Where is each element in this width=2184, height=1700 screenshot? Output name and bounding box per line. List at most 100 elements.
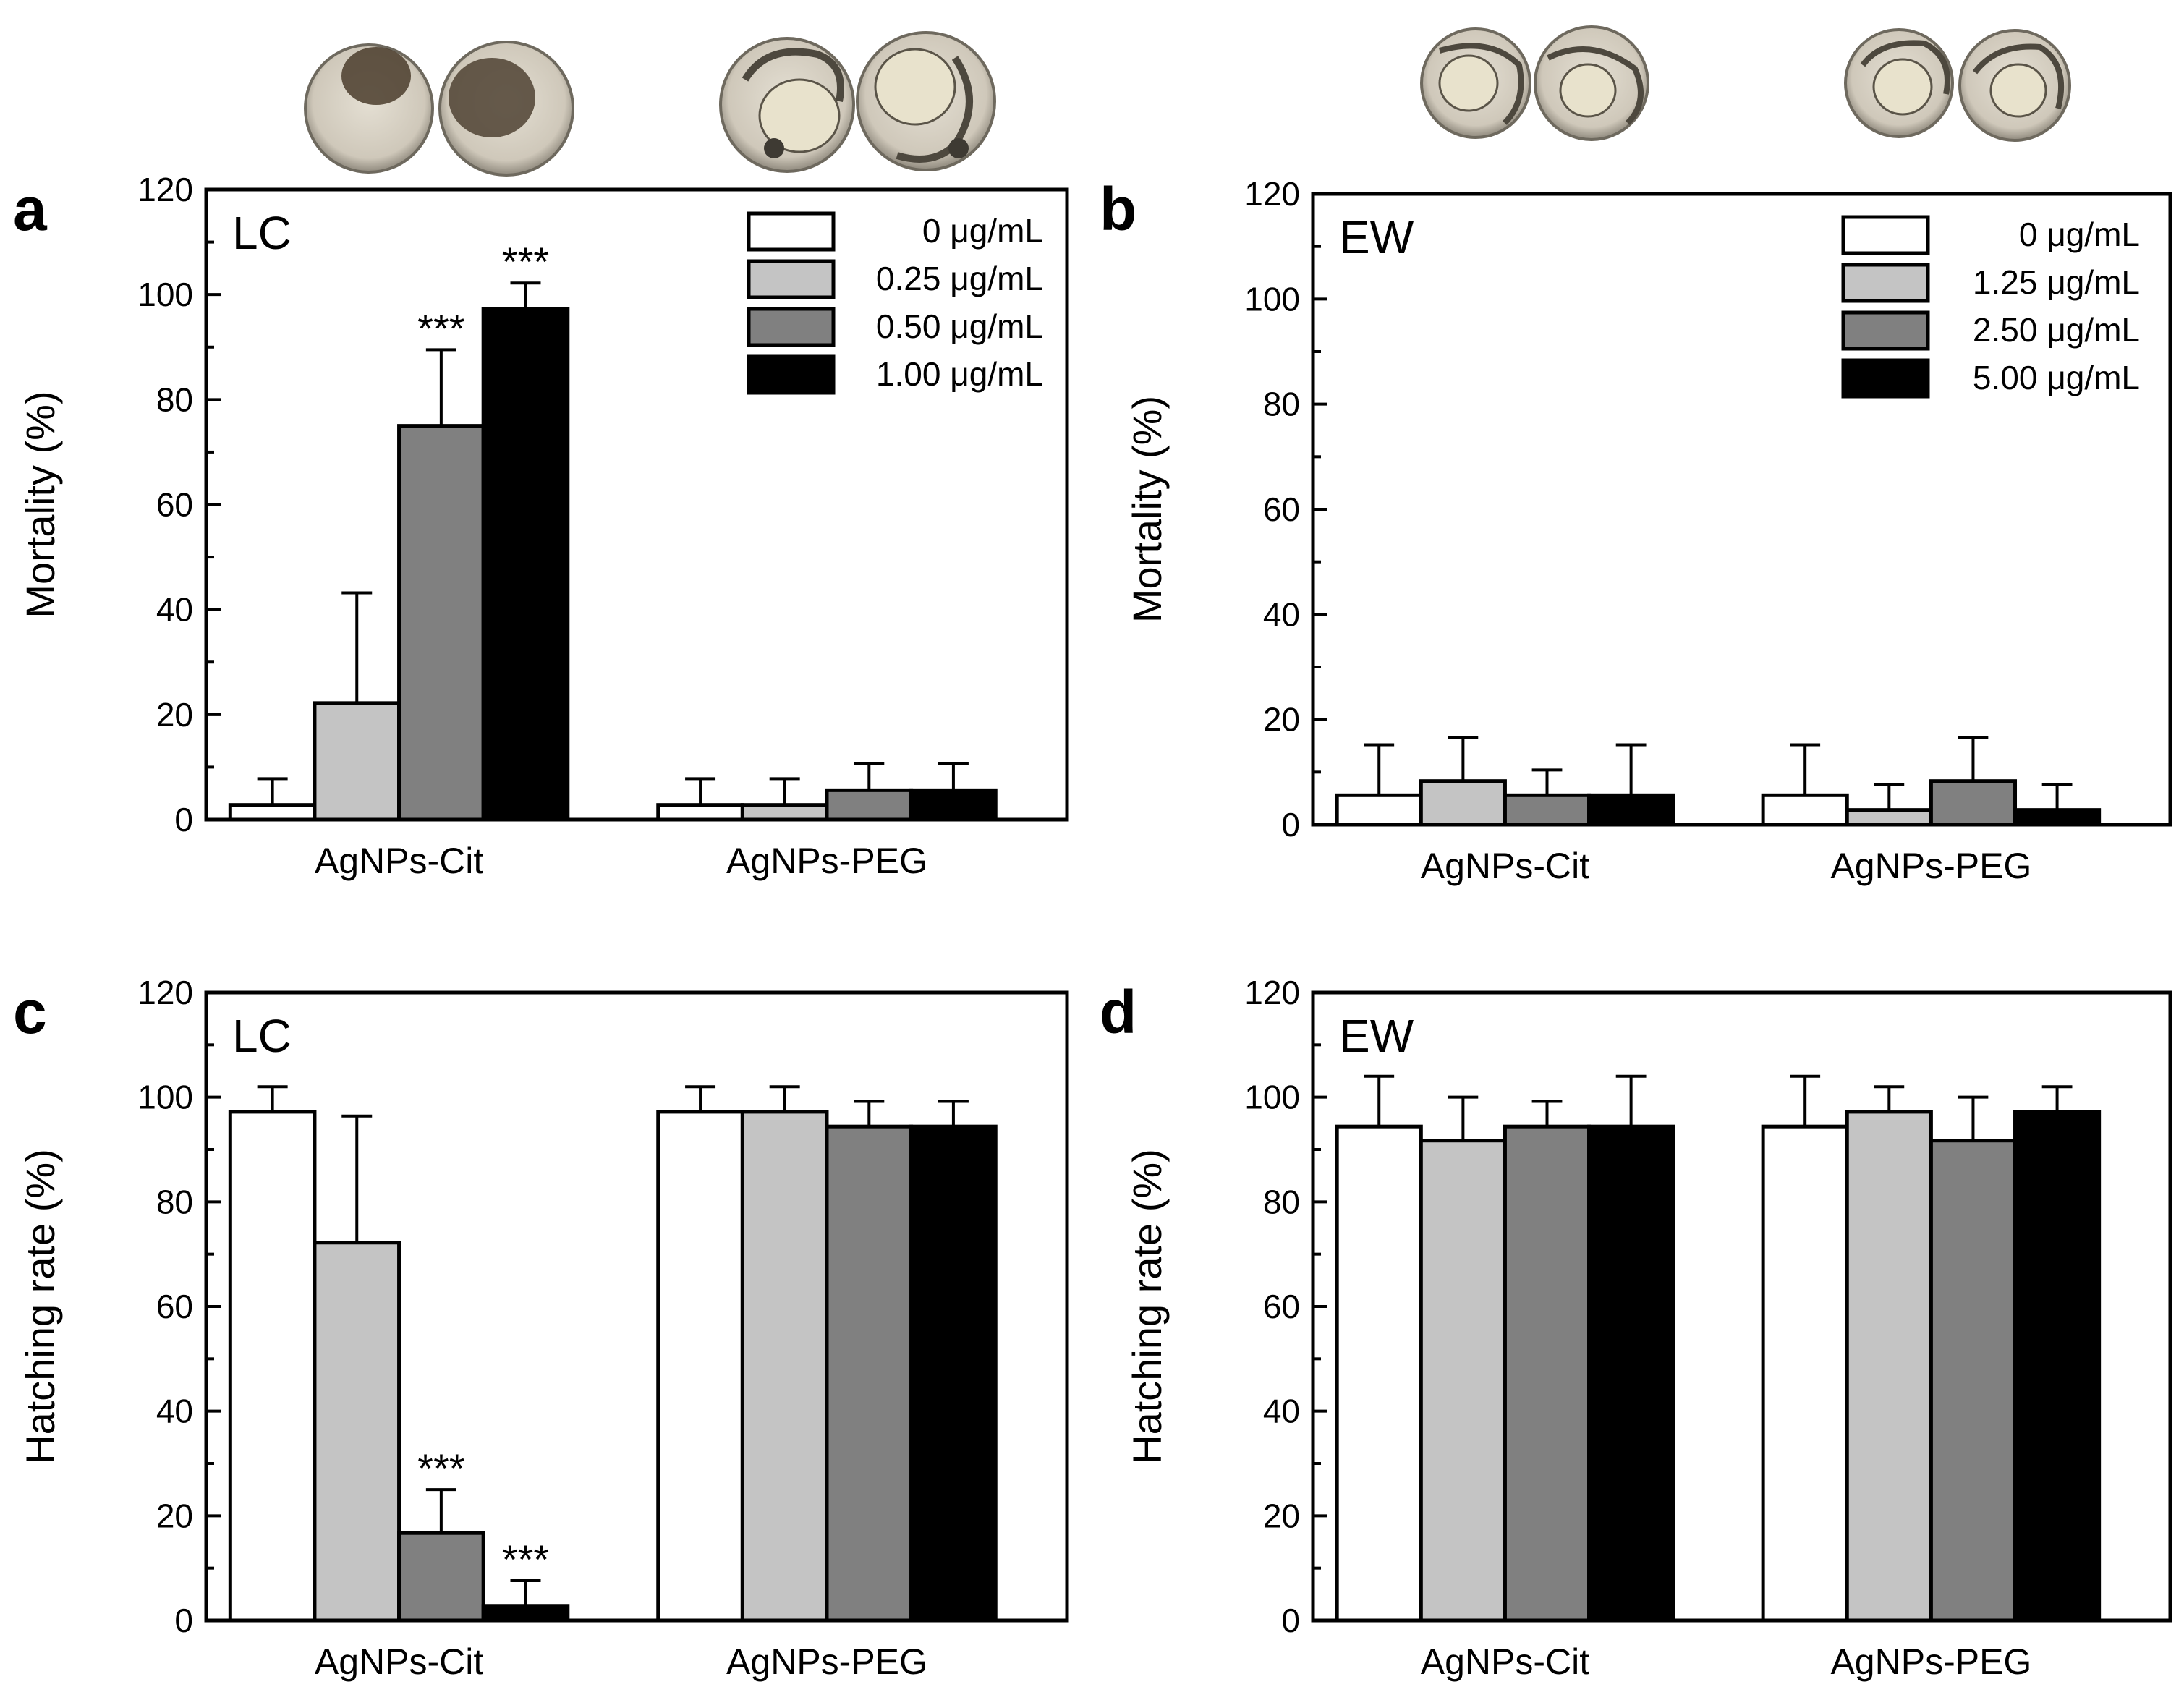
- y-tick-label: 20: [1263, 701, 1300, 739]
- y-tick-label: 80: [1263, 1183, 1300, 1220]
- legend-label: 1.25 μg/mL: [1973, 263, 2140, 301]
- y-tick-label: 120: [1244, 974, 1300, 1011]
- bar-c-agnps-cit-series-0: [228, 1110, 317, 1623]
- y-axis-label: Mortality (%): [1124, 396, 1170, 623]
- y-tick-label: 0: [1281, 806, 1300, 843]
- y-tick-label: 120: [1244, 175, 1300, 213]
- legend-swatch-0: [1841, 215, 1930, 255]
- y-tick-label: 120: [137, 974, 193, 1011]
- bar-a-agnps-peg-series-1: [740, 803, 829, 822]
- legend-label: 0 μg/mL: [922, 212, 1043, 250]
- y-axis-label: Hatching rate (%): [1124, 1149, 1170, 1464]
- legend-swatch-1: [747, 259, 836, 299]
- y-tick-label: 120: [137, 171, 193, 208]
- bar-a-agnps-cit-series-1: [313, 701, 401, 822]
- bar-b-agnps-peg-series-2: [1929, 779, 2018, 827]
- bar-d-agnps-cit-series-0: [1335, 1124, 1423, 1623]
- y-tick-label: 100: [137, 276, 193, 313]
- legend-label: 1.00 μg/mL: [876, 355, 1043, 393]
- y-tick-label: 40: [1263, 1393, 1300, 1430]
- bar-b-agnps-cit-series-2: [1503, 793, 1592, 827]
- legend-label: 0.25 μg/mL: [876, 260, 1043, 297]
- embryo-photo-b-left: [1420, 25, 1649, 141]
- y-tick-label: 60: [156, 1288, 193, 1325]
- legend-label: 2.50 μg/mL: [1973, 311, 2140, 349]
- panel-letter: a: [13, 175, 48, 243]
- y-tick-label: 80: [156, 381, 193, 418]
- legend-swatch-0: [747, 211, 836, 252]
- y-tick-label: 60: [1263, 1288, 1300, 1325]
- significance-marker: ***: [417, 1445, 464, 1491]
- x-category-label: AgNPs-PEG: [726, 1641, 927, 1682]
- significance-marker: ***: [502, 239, 549, 284]
- bar-a-agnps-cit-series-0: [228, 803, 317, 822]
- y-tick-label: 100: [137, 1079, 193, 1116]
- bar-c-agnps-cit-series-2: [397, 1531, 485, 1623]
- legend-swatch-2: [1841, 310, 1930, 351]
- y-tick-label: 40: [156, 1393, 193, 1430]
- legend: 0 μg/mL 1.25 μg/mL 2.50 μg/mL 5.00 μg/mL: [1841, 215, 2140, 399]
- bar-d-agnps-cit-series-2: [1503, 1124, 1592, 1623]
- chart-panel-b: 0 20 40 60 80 100 120 Mortality (%) b EW AgNPs-Cit…: [1100, 175, 2172, 886]
- panel-letter: b: [1100, 175, 1136, 243]
- legend-swatch-1: [1841, 263, 1930, 303]
- legend-label: 5.00 μg/mL: [1973, 359, 2140, 396]
- bar-b-agnps-cit-series-3: [1587, 793, 1675, 827]
- condition-label: LC: [232, 1010, 292, 1062]
- y-tick-label: 100: [1244, 280, 1300, 318]
- x-category-label: AgNPs-Cit: [1421, 846, 1589, 886]
- x-category-label: AgNPs-PEG: [1830, 1641, 2031, 1682]
- significance-marker: ***: [502, 1537, 549, 1582]
- bar-c-agnps-cit-series-3: [481, 1604, 570, 1623]
- y-tick-label: 80: [156, 1183, 193, 1220]
- bar-a-agnps-peg-series-3: [909, 788, 998, 822]
- x-category-label: AgNPs-Cit: [1421, 1641, 1589, 1682]
- chart-panel-d: 0 20 40 60 80 100 120 Hatching rate (%) d EW AgNPs…: [1100, 974, 2172, 1682]
- x-category-label: AgNPs-PEG: [726, 841, 927, 881]
- y-axis-label: Mortality (%): [17, 391, 63, 618]
- y-tick-label: 60: [1263, 490, 1300, 528]
- condition-label: EW: [1339, 1010, 1414, 1062]
- panel-letter: d: [1100, 978, 1136, 1046]
- condition-label: EW: [1339, 211, 1414, 263]
- bar-c-agnps-peg-series-1: [740, 1110, 829, 1623]
- bar-b-agnps-peg-series-1: [1845, 808, 1933, 827]
- embryo-photo-a-dead: [304, 41, 574, 177]
- bar-b-agnps-peg-series-0: [1761, 793, 1849, 827]
- legend: 0 μg/mL 0.25 μg/mL 0.50 μg/mL 1.00 μg/mL: [747, 211, 1043, 395]
- chart-panel-c: 0 20 40 60 80 100 120 Hatching rate (%) c LC *** **…: [13, 974, 1069, 1682]
- embryo-photo-a-alive: [719, 31, 996, 173]
- y-tick-label: 80: [1263, 386, 1300, 423]
- y-tick-label: 40: [1263, 595, 1300, 633]
- y-tick-label: 100: [1244, 1079, 1300, 1116]
- bar-c-agnps-cit-series-1: [313, 1241, 401, 1623]
- bar-a-agnps-peg-series-0: [656, 803, 744, 822]
- x-category-label: AgNPs-PEG: [1830, 846, 2031, 886]
- bar-d-agnps-peg-series-1: [1845, 1110, 1933, 1623]
- embryo-photo-b-right: [1844, 28, 2071, 142]
- bar-c-agnps-peg-series-3: [909, 1124, 998, 1623]
- panel-letter: c: [13, 978, 47, 1046]
- bar-b-agnps-cit-series-0: [1335, 793, 1423, 827]
- bar-b-agnps-peg-series-3: [2013, 808, 2102, 827]
- legend-label: 0 μg/mL: [2019, 216, 2140, 253]
- chart-panel-a: 0 20 40 60 80 100 120 Mortality (%) a LC *** *** AgN…: [13, 171, 1069, 881]
- legend-swatch-3: [1841, 358, 1930, 399]
- legend-swatch-3: [747, 354, 836, 395]
- y-tick-label: 20: [156, 1497, 193, 1534]
- bar-a-agnps-cit-series-3: [481, 307, 570, 822]
- bar-d-agnps-peg-series-3: [2013, 1110, 2102, 1623]
- y-tick-label: 40: [156, 591, 193, 629]
- bar-a-agnps-peg-series-2: [825, 788, 914, 822]
- y-axis-label: Hatching rate (%): [17, 1149, 63, 1464]
- y-tick-label: 20: [156, 696, 193, 734]
- bar-b-agnps-cit-series-1: [1419, 779, 1507, 827]
- bar-a-agnps-cit-series-2: [397, 424, 485, 822]
- bar-d-agnps-peg-series-0: [1761, 1124, 1849, 1623]
- x-category-label: AgNPs-Cit: [315, 841, 483, 881]
- bar-d-agnps-cit-series-3: [1587, 1124, 1675, 1623]
- x-category-label: AgNPs-Cit: [315, 1641, 483, 1682]
- bar-d-agnps-cit-series-1: [1419, 1139, 1507, 1623]
- y-tick-label: 0: [1281, 1602, 1300, 1639]
